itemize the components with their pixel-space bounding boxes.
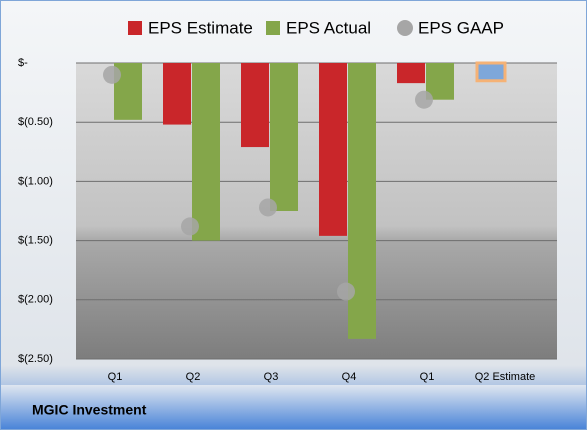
gaap-marker <box>103 65 121 84</box>
x-tick-label: Q4 <box>342 371 357 383</box>
y-tick-label: $- <box>18 57 28 69</box>
x-tick-label: Q2 <box>186 371 201 383</box>
gaap-marker <box>337 282 355 301</box>
bar <box>475 61 507 83</box>
x-tick-label: Q1 <box>108 371 123 383</box>
x-tick-label: Q2 Estimate <box>475 371 536 383</box>
footer-text: MGIC Investment <box>32 402 147 418</box>
x-tick-label: Q1 <box>420 371 435 383</box>
legend-swatch <box>266 21 280 35</box>
y-tick-label: $(1.00) <box>18 175 53 187</box>
bar <box>397 63 425 84</box>
legend-label: EPS GAAP <box>418 18 504 37</box>
legend-label: EPS Actual <box>286 18 371 37</box>
y-tick-label: $(0.50) <box>18 116 53 128</box>
bar <box>270 63 298 211</box>
bar <box>426 63 454 100</box>
bar <box>163 63 191 125</box>
bar <box>241 63 269 148</box>
y-tick-label: $(1.50) <box>18 235 53 247</box>
legend-label: EPS Estimate <box>148 18 253 37</box>
y-tick-label: $(2.50) <box>18 353 53 365</box>
y-tick-label: $(2.00) <box>18 294 53 306</box>
legend: EPS Estimate EPS Actual EPS GAAP <box>128 18 504 37</box>
legend-swatch <box>397 20 413 36</box>
gaap-marker <box>181 217 199 236</box>
footer-band <box>1 385 586 429</box>
plot-area <box>76 63 557 359</box>
bar <box>319 63 347 236</box>
gaap-marker <box>415 90 433 109</box>
x-tick-label: Q3 <box>264 371 279 383</box>
bar <box>192 63 220 241</box>
gaap-marker <box>259 198 277 217</box>
legend-swatch <box>128 21 142 35</box>
